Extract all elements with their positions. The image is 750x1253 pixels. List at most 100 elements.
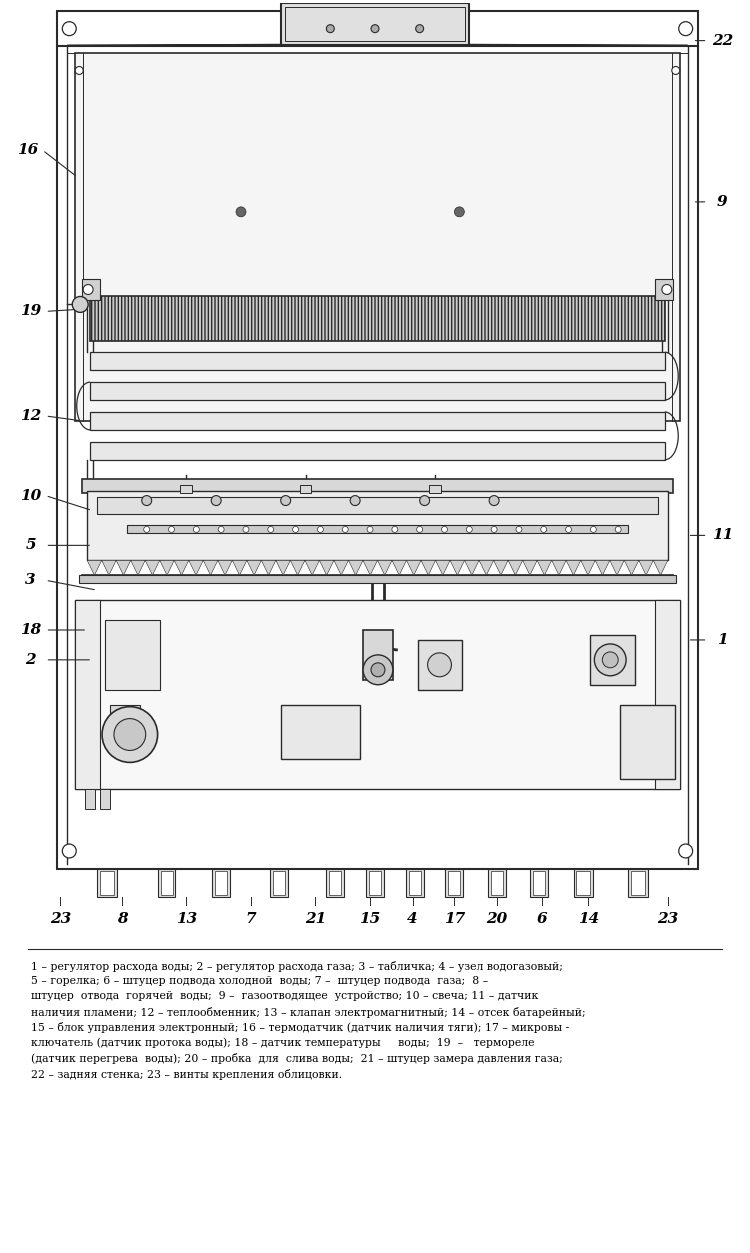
Bar — [448, 871, 460, 895]
Polygon shape — [349, 560, 363, 575]
Polygon shape — [596, 560, 610, 575]
Circle shape — [442, 526, 448, 533]
Text: 19: 19 — [20, 304, 41, 318]
Polygon shape — [464, 560, 479, 575]
Circle shape — [420, 496, 430, 505]
Polygon shape — [276, 560, 290, 575]
Text: 1: 1 — [717, 633, 728, 647]
Bar — [100, 871, 114, 895]
Circle shape — [62, 845, 76, 858]
Circle shape — [292, 526, 298, 533]
Bar — [82, 479, 673, 492]
Text: 16: 16 — [17, 143, 38, 157]
Circle shape — [491, 526, 497, 533]
Text: 15: 15 — [359, 912, 381, 926]
Polygon shape — [247, 560, 261, 575]
Polygon shape — [377, 560, 392, 575]
Bar — [631, 871, 645, 895]
Bar — [329, 871, 341, 895]
Polygon shape — [450, 560, 464, 575]
Circle shape — [350, 496, 360, 505]
Text: (датчик перегрева  воды); 20 – пробка  для  слива воды;  21 – штуцер замера давл: (датчик перегрева воды); 20 – пробка для… — [31, 1053, 562, 1064]
Bar — [273, 871, 285, 895]
Polygon shape — [624, 560, 639, 575]
Bar — [574, 868, 593, 897]
Text: 18: 18 — [20, 623, 41, 637]
Bar — [363, 630, 393, 680]
Bar — [655, 600, 680, 789]
Polygon shape — [509, 560, 523, 575]
Circle shape — [62, 21, 76, 35]
Circle shape — [371, 25, 379, 33]
Bar — [418, 640, 462, 689]
Bar — [428, 485, 440, 492]
Text: 5: 5 — [26, 539, 36, 553]
Text: 14: 14 — [578, 912, 599, 926]
Text: 1 – регулятор расхода воды; 2 – регулятор расхода газа; 3 – табличка; 4 – узел в: 1 – регулятор расхода воды; 2 – регулято… — [31, 961, 562, 971]
Bar — [655, 278, 673, 301]
Polygon shape — [479, 560, 494, 575]
Polygon shape — [552, 560, 566, 575]
Text: 11: 11 — [712, 529, 733, 543]
Circle shape — [144, 526, 150, 533]
Circle shape — [602, 652, 618, 668]
Circle shape — [326, 25, 334, 33]
Polygon shape — [261, 560, 276, 575]
Bar — [105, 620, 160, 689]
Circle shape — [114, 718, 146, 751]
Bar — [285, 6, 465, 40]
Circle shape — [417, 526, 423, 533]
Bar — [270, 868, 288, 897]
Polygon shape — [116, 560, 130, 575]
Text: 10: 10 — [20, 489, 41, 502]
Circle shape — [454, 207, 464, 217]
Polygon shape — [203, 560, 217, 575]
Polygon shape — [653, 560, 668, 575]
Circle shape — [317, 526, 323, 533]
Bar — [160, 871, 172, 895]
Circle shape — [75, 66, 83, 74]
Bar — [57, 11, 698, 868]
Circle shape — [268, 526, 274, 533]
Bar — [406, 868, 424, 897]
Bar — [446, 868, 464, 897]
Polygon shape — [130, 560, 146, 575]
Bar — [82, 278, 100, 301]
Bar — [532, 871, 544, 895]
Text: 9: 9 — [717, 195, 728, 209]
Text: 15 – блок управления электронный; 16 – термодатчик (датчик наличия тяги); 17 – м: 15 – блок управления электронный; 16 – т… — [31, 1022, 568, 1034]
Text: 5 – горелка; 6 – штуцер подвода холодной  воды; 7 –  штуцер подвода  газа;  8 –: 5 – горелка; 6 – штуцер подвода холодной… — [31, 976, 488, 986]
Circle shape — [280, 496, 291, 505]
Polygon shape — [421, 560, 436, 575]
Circle shape — [541, 526, 547, 533]
Polygon shape — [610, 560, 624, 575]
Bar — [628, 868, 648, 897]
Circle shape — [367, 526, 373, 533]
Bar — [326, 868, 344, 897]
Text: 13: 13 — [176, 912, 197, 926]
Bar — [620, 704, 675, 779]
Bar — [366, 868, 384, 897]
Circle shape — [83, 284, 93, 294]
Text: 17: 17 — [444, 912, 465, 926]
Bar — [212, 868, 230, 897]
Circle shape — [72, 297, 88, 312]
Text: наличия пламени; 12 – теплообменник; 13 – клапан электромагнитный; 14 – отсек ба: наличия пламени; 12 – теплообменник; 13 … — [31, 1007, 585, 1017]
Circle shape — [363, 655, 393, 684]
Circle shape — [594, 644, 626, 675]
Bar — [75, 53, 680, 421]
Circle shape — [662, 284, 672, 294]
Polygon shape — [160, 560, 174, 575]
Polygon shape — [334, 560, 349, 575]
Polygon shape — [494, 560, 508, 575]
Circle shape — [102, 707, 158, 762]
Circle shape — [142, 496, 152, 505]
Bar — [90, 352, 664, 370]
Bar — [181, 485, 192, 492]
Polygon shape — [232, 560, 247, 575]
Polygon shape — [566, 560, 580, 575]
Text: 4: 4 — [407, 912, 418, 926]
Bar — [80, 575, 676, 583]
Circle shape — [590, 526, 596, 533]
Circle shape — [211, 496, 221, 505]
